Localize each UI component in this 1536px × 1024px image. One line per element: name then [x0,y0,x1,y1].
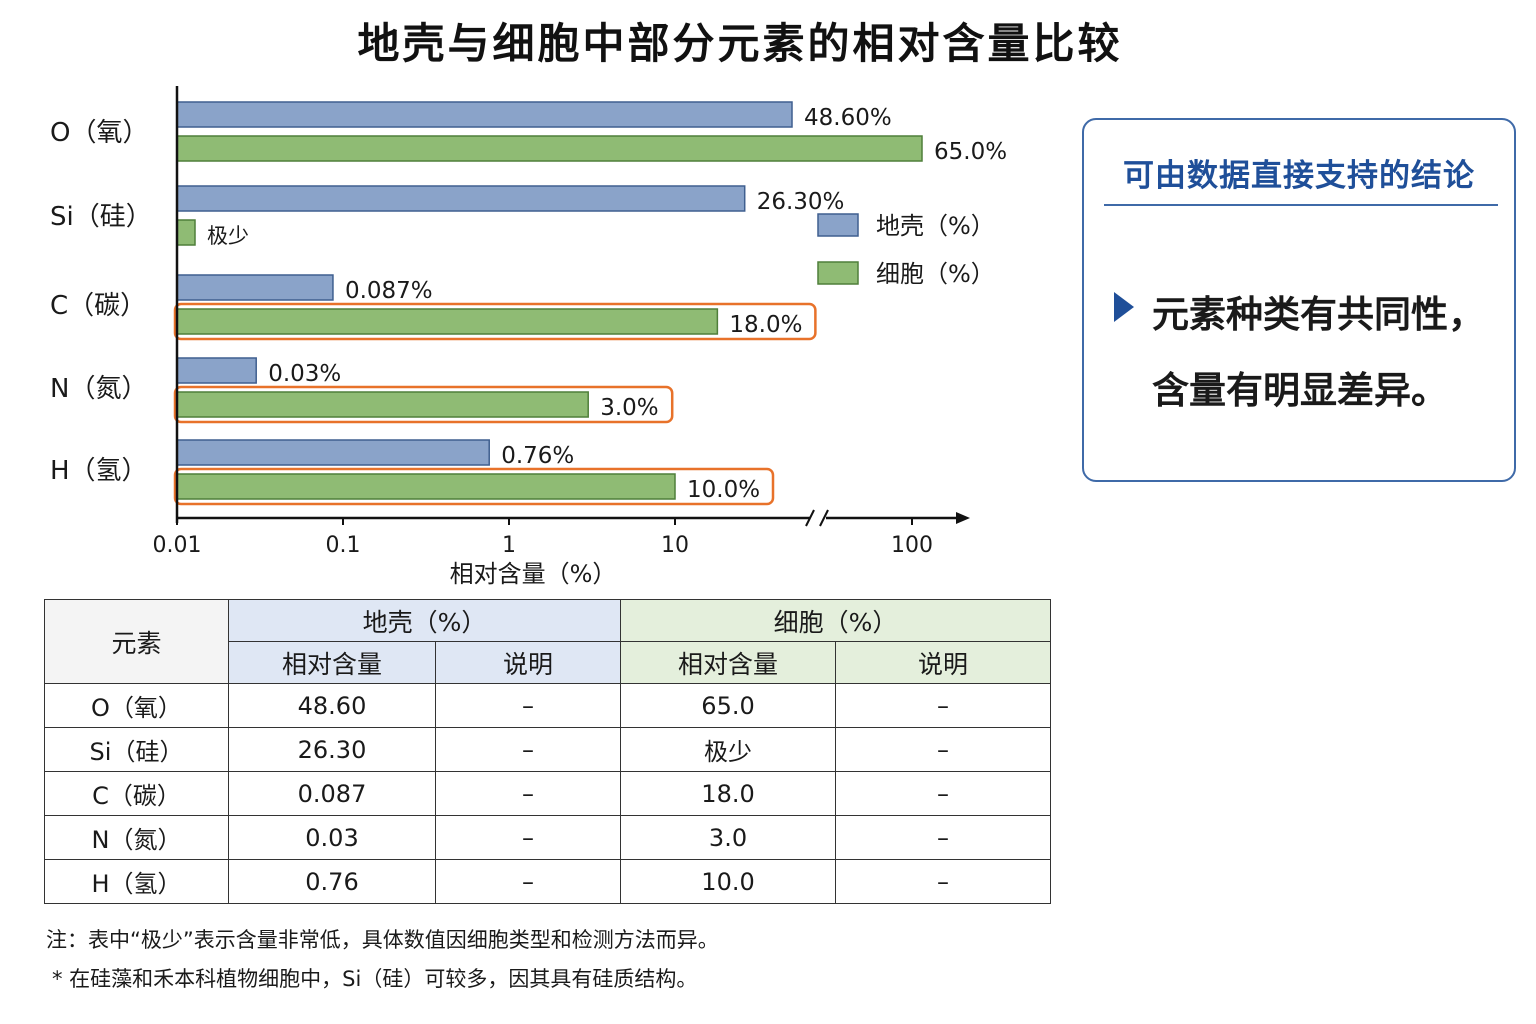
table-cell: 10.0 [620,859,837,904]
table-row: Si（硅） 26.30 – 极少 – [44,727,1052,772]
page-title: 地壳与细胞中部分元素的相对含量比较 [357,19,1123,68]
highlight-box [173,302,817,341]
category-label: O（氧） [50,118,148,148]
table-cell: – [835,815,1052,860]
subheader-cell-note: 说明 [835,641,1052,684]
table-cell: – [434,683,622,728]
bar-crust [176,274,334,301]
table-cell: – [835,683,1052,728]
bar-cell [176,473,676,500]
table-cell: 26.30 [228,727,436,772]
category-label: H（氢） [50,456,148,486]
table-cell: – [835,771,1052,816]
bar-crust [176,357,257,384]
data-label-cell: 65.0% [934,139,1007,165]
x-tick-label: 0.1 [326,533,361,558]
legend-label: 地壳（%） [876,212,995,240]
table-cell: 0.087 [228,771,436,816]
conclusion-panel: 可由数据直接支持的结论 元素种类有共同性， 含量有明显差异。 [1082,118,1516,482]
table-cell: – [434,727,622,772]
table-row: H（氢） 0.76 – 10.0 – [44,859,1052,904]
table-cell: 18.0 [620,771,837,816]
legend-swatch [817,213,859,237]
x-tick-label: 100 [891,533,933,558]
table-cell: 48.60 [228,683,436,728]
table-cell: O（氧） [44,683,229,728]
legend-label: 细胞（%） [876,260,995,288]
table-cell: 65.0 [620,683,837,728]
bar-crust [176,101,793,128]
x-axis-label: 相对含量（%） [450,560,617,588]
axis-break-mark-icon [805,509,815,527]
data-label-crust: 0.03% [268,361,341,387]
table-cell: – [434,771,622,816]
subheader-cell-content: 相对含量 [620,641,837,684]
category-label: Si（硅） [50,202,152,232]
conclusion-text-line-1: 元素种类有共同性， [1152,293,1485,336]
table-cell: H（氢） [44,859,229,904]
conclusion-text-line-2: 含量有明显差异。 [1152,369,1448,412]
table-cell: 极少 [620,727,837,772]
bar-cell [176,391,589,418]
x-tick-label: 10 [661,533,689,558]
table-cell: 3.0 [620,815,837,860]
table-cell: – [835,727,1052,772]
subheader-crust-note: 说明 [434,641,622,684]
bar-crust [176,439,490,466]
footnote-1: 注：表中“极少”表示含量非常低，具体数值因细胞类型和检测方法而异。 [46,928,719,952]
data-label-cell: 3.0% [600,395,658,421]
data-label-crust: 0.087% [345,278,433,304]
category-label: C（碳） [50,291,146,321]
bar-cell [176,308,719,335]
triangle-bullet-icon [1114,292,1134,322]
data-label-cell: 极少 [207,224,249,248]
conclusion-title: 可由数据直接支持的结论 [1123,158,1475,194]
table-cell: C（碳） [44,771,229,816]
header-cell: 细胞（%） [620,599,1052,642]
table-cell: Si（硅） [44,727,229,772]
table-row: C（碳） 0.087 – 18.0 – [44,771,1052,816]
header-crust: 地壳（%） [227,599,622,642]
bar-crust [176,185,746,212]
subheader-crust-content: 相对含量 [228,641,436,684]
axis-arrow-icon [956,512,970,524]
table-cell: – [835,859,1052,904]
footnote-2: * 在硅藻和禾本科植物细胞中，Si（硅）可较多，因其具有硅质结构。 [52,967,698,991]
table-row: O（氧） 48.60 – 65.0 – [44,683,1052,728]
bar-chart: O（氧） 48.60% 65.0% Si（硅） 26.30% 极少 C（碳） 0.087% 18… [50,86,1007,588]
table-cell: – [434,859,622,904]
x-tick-label: 0.01 [153,533,202,558]
axis-break-mark-icon [819,509,829,527]
bar-cell [176,135,923,162]
x-tick-label: 1 [502,533,516,558]
conclusion-divider [1104,204,1498,206]
table-cell: 0.76 [228,859,436,904]
data-label-cell: 18.0% [729,312,802,338]
data-label-crust: 26.30% [757,189,845,215]
bar-cell [176,219,196,246]
highlight-box [173,385,674,424]
table-cell: – [434,815,622,860]
legend-swatch [817,261,859,285]
header-element: 元素 [44,599,229,684]
highlight-box [173,467,775,506]
table-cell: 0.03 [228,815,436,860]
category-label: N（氮） [50,374,147,404]
table-row: N（氮） 0.03 – 3.0 – [44,815,1052,860]
data-label-crust: 48.60% [804,105,892,131]
data-table: 元素 地壳（%） 细胞（%） 相对含量 说明 相对含量 说明 O（氧） 48.6… [44,599,1052,904]
data-label-crust: 0.76% [501,443,574,469]
data-label-cell: 10.0% [687,477,760,503]
table-cell: N（氮） [44,815,229,860]
